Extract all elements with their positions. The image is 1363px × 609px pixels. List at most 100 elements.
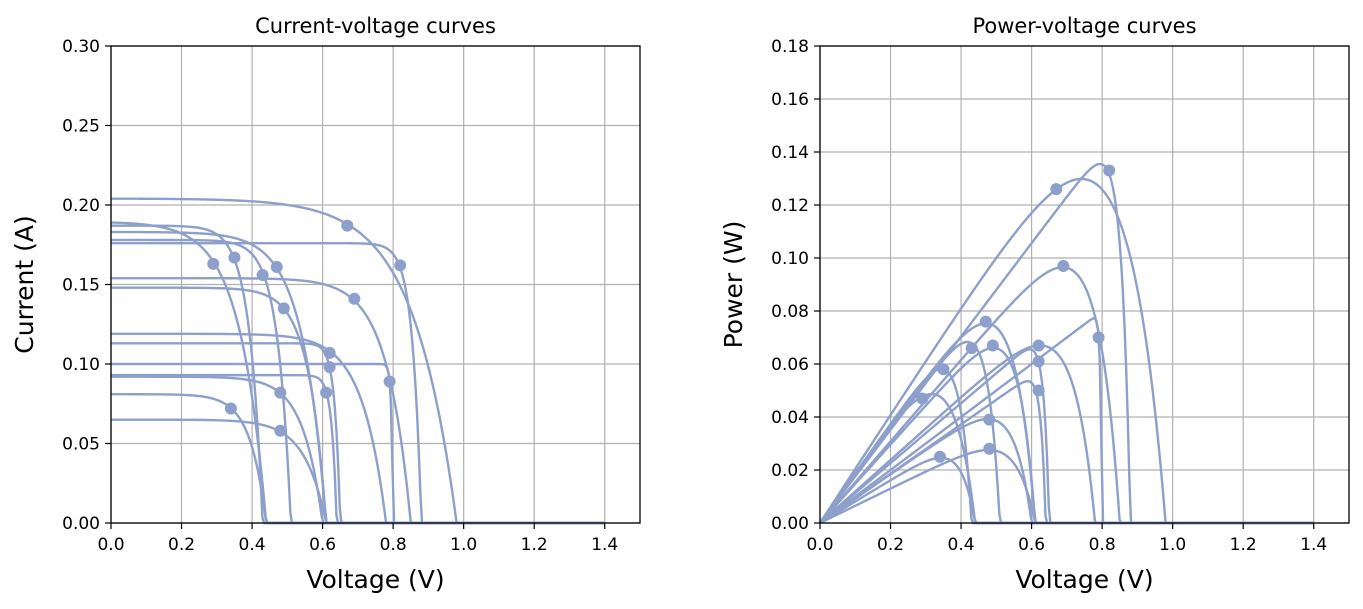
x-tick-label: 0.6 bbox=[1018, 535, 1045, 555]
iv-mpp-points bbox=[207, 219, 407, 437]
y-tick: 0.10 bbox=[62, 355, 111, 375]
y-tick-label: 0.12 bbox=[771, 196, 809, 216]
y-tick: 0.25 bbox=[62, 117, 111, 137]
iv-mpp-point bbox=[224, 402, 237, 415]
pv-curves bbox=[818, 162, 1314, 525]
pv-mpp-point bbox=[979, 315, 992, 328]
iv-mpp-point bbox=[323, 346, 336, 359]
y-tick-label: 0.10 bbox=[62, 355, 100, 375]
iv-mpp-point bbox=[394, 259, 407, 272]
iv-chart: 0.0 0.2 0.4 0.6 0.8 1.0 1.2 1.4 0.00 0.05 0.10 0.1… bbox=[10, 14, 641, 594]
iv-mpp-point bbox=[341, 219, 354, 232]
y-tick-label: 0.14 bbox=[771, 143, 809, 163]
y-tick: 0.18 bbox=[771, 37, 820, 57]
iv-x-axis-label: Voltage (V) bbox=[306, 565, 444, 594]
y-tick: 0.15 bbox=[62, 276, 111, 296]
pv-mpp-point bbox=[1032, 384, 1045, 397]
pv-chart-title: Power-voltage curves bbox=[972, 14, 1196, 38]
x-tick: 0.8 bbox=[380, 523, 407, 555]
iv-mpp-point bbox=[274, 424, 287, 437]
pv-mpp-point bbox=[1057, 259, 1070, 272]
pv-x-ticks: 0.0 0.2 0.4 0.6 0.8 1.0 1.2 1.4 bbox=[806, 523, 1327, 555]
iv-y-ticks: 0.00 0.05 0.10 0.15 0.20 0.25 0.30 bbox=[62, 37, 111, 534]
x-tick: 0.2 bbox=[168, 523, 195, 555]
pv-y-axis-label: Power (W) bbox=[719, 221, 748, 349]
x-tick-label: 0.8 bbox=[380, 535, 407, 555]
y-tick: 0.16 bbox=[771, 90, 820, 110]
y-tick: 0.06 bbox=[771, 355, 820, 375]
x-tick-label: 1.2 bbox=[1230, 535, 1257, 555]
pv-series-line bbox=[819, 379, 1314, 525]
y-tick: 0.14 bbox=[771, 143, 820, 163]
iv-series-line bbox=[111, 241, 605, 525]
iv-y-axis-label: Current (A) bbox=[10, 215, 39, 353]
pv-mpp-point bbox=[933, 450, 946, 463]
iv-x-ticks: 0.0 0.2 0.4 0.6 0.8 1.0 1.2 1.4 bbox=[97, 523, 618, 555]
x-tick-label: 0.8 bbox=[1089, 535, 1116, 555]
x-tick: 1.4 bbox=[591, 523, 618, 555]
x-tick-label: 1.4 bbox=[591, 535, 618, 555]
iv-mpp-point bbox=[348, 292, 361, 305]
iv-series-line bbox=[111, 342, 605, 525]
iv-series-line bbox=[111, 332, 605, 525]
pv-mpp-point bbox=[986, 339, 999, 352]
x-tick-label: 0.4 bbox=[239, 535, 266, 555]
x-tick-label: 0.0 bbox=[806, 535, 833, 555]
pv-x-axis-label: Voltage (V) bbox=[1015, 565, 1153, 594]
y-tick-label: 0.02 bbox=[771, 461, 809, 481]
x-tick-label: 1.0 bbox=[450, 535, 477, 555]
iv-mpp-point bbox=[323, 361, 336, 374]
pv-series-line bbox=[819, 417, 1314, 525]
y-tick: 0.20 bbox=[62, 196, 111, 216]
pv-mpp-points bbox=[916, 164, 1116, 463]
iv-mpp-point bbox=[383, 375, 396, 388]
x-tick: 0.6 bbox=[1018, 523, 1045, 555]
iv-series-line bbox=[110, 221, 605, 525]
y-tick-label: 0.10 bbox=[771, 249, 809, 269]
y-tick: 0.04 bbox=[771, 408, 820, 428]
iv-mpp-point bbox=[207, 257, 220, 270]
pv-mpp-point bbox=[937, 363, 950, 376]
y-tick-label: 0.04 bbox=[771, 408, 809, 428]
x-tick-label: 0.2 bbox=[168, 535, 195, 555]
y-tick-label: 0.16 bbox=[771, 90, 809, 110]
y-tick: 0.05 bbox=[62, 435, 111, 455]
pv-mpp-point bbox=[1103, 164, 1116, 177]
y-tick-label: 0.30 bbox=[62, 37, 100, 57]
x-tick: 0.6 bbox=[309, 523, 336, 555]
x-tick: 1.4 bbox=[1300, 523, 1327, 555]
x-tick: 1.2 bbox=[1230, 523, 1257, 555]
x-tick: 1.2 bbox=[521, 523, 548, 555]
x-tick-label: 0.4 bbox=[948, 535, 975, 555]
y-tick: 0.02 bbox=[771, 461, 820, 481]
pv-mpp-point bbox=[983, 413, 996, 426]
x-tick: 0.0 bbox=[806, 523, 834, 555]
x-tick: 1.0 bbox=[1159, 523, 1186, 555]
y-tick-label: 0.15 bbox=[62, 276, 100, 296]
iv-mpp-point bbox=[274, 386, 287, 399]
iv-mpp-point bbox=[256, 268, 269, 281]
pv-series-line bbox=[819, 344, 1314, 525]
y-tick: 0.00 bbox=[62, 514, 111, 534]
pv-series-line bbox=[819, 367, 1314, 525]
x-tick-label: 0.0 bbox=[97, 535, 124, 555]
x-tick: 0.4 bbox=[948, 523, 975, 555]
x-tick-label: 1.2 bbox=[521, 535, 548, 555]
pv-mpp-point bbox=[916, 392, 929, 405]
iv-mpp-point bbox=[270, 261, 283, 274]
pv-mpp-point bbox=[965, 342, 978, 355]
y-tick: 0.12 bbox=[771, 196, 820, 216]
x-tick-label: 0.6 bbox=[309, 535, 336, 555]
pv-series-line bbox=[819, 162, 1314, 525]
iv-series-line bbox=[111, 418, 605, 525]
y-tick-label: 0.08 bbox=[771, 302, 809, 322]
pv-mpp-point bbox=[1032, 355, 1045, 368]
x-tick-label: 1.4 bbox=[1300, 535, 1327, 555]
x-tick-label: 1.0 bbox=[1159, 535, 1186, 555]
x-tick-label: 0.2 bbox=[877, 535, 904, 555]
pv-chart: 0.0 0.2 0.4 0.6 0.8 1.0 1.2 1.4 0.00 0.02 0.04 0.0… bbox=[719, 14, 1350, 594]
pv-mpp-point bbox=[983, 442, 996, 455]
iv-series-line bbox=[111, 286, 605, 525]
y-tick: 0.00 bbox=[771, 514, 820, 534]
